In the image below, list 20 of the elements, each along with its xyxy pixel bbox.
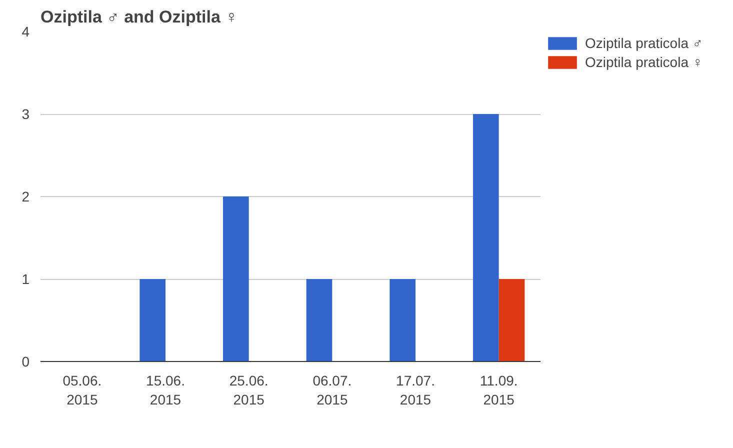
chart-title: Oziptila ♂ and Oziptila ♀	[40, 8, 238, 26]
y-tick-label: 1	[22, 271, 30, 287]
x-tick-label: 06.07. 2015	[312, 372, 352, 408]
x-tick-label: 25.06. 2015	[229, 372, 268, 408]
bar	[223, 196, 249, 362]
bar	[390, 279, 416, 362]
bar	[473, 114, 499, 362]
y-tick-label: 3	[22, 106, 30, 122]
y-tick-label: 4	[22, 24, 30, 40]
legend-label: Oziptila praticola ♀	[585, 54, 703, 70]
x-tick-label: 05.06. 2015	[62, 372, 102, 408]
bar	[140, 279, 166, 362]
x-tick-label: 17.07. 2015	[396, 372, 435, 408]
x-tick-label: 15.06. 2015	[146, 372, 185, 408]
bar	[498, 279, 525, 362]
bar	[306, 279, 332, 362]
x-tick-label: 11.09. 2015	[480, 372, 518, 408]
y-tick-label: 2	[22, 188, 30, 204]
legend-label: Oziptila praticola ♂	[585, 35, 703, 51]
y-tick-label: 0	[22, 354, 30, 370]
